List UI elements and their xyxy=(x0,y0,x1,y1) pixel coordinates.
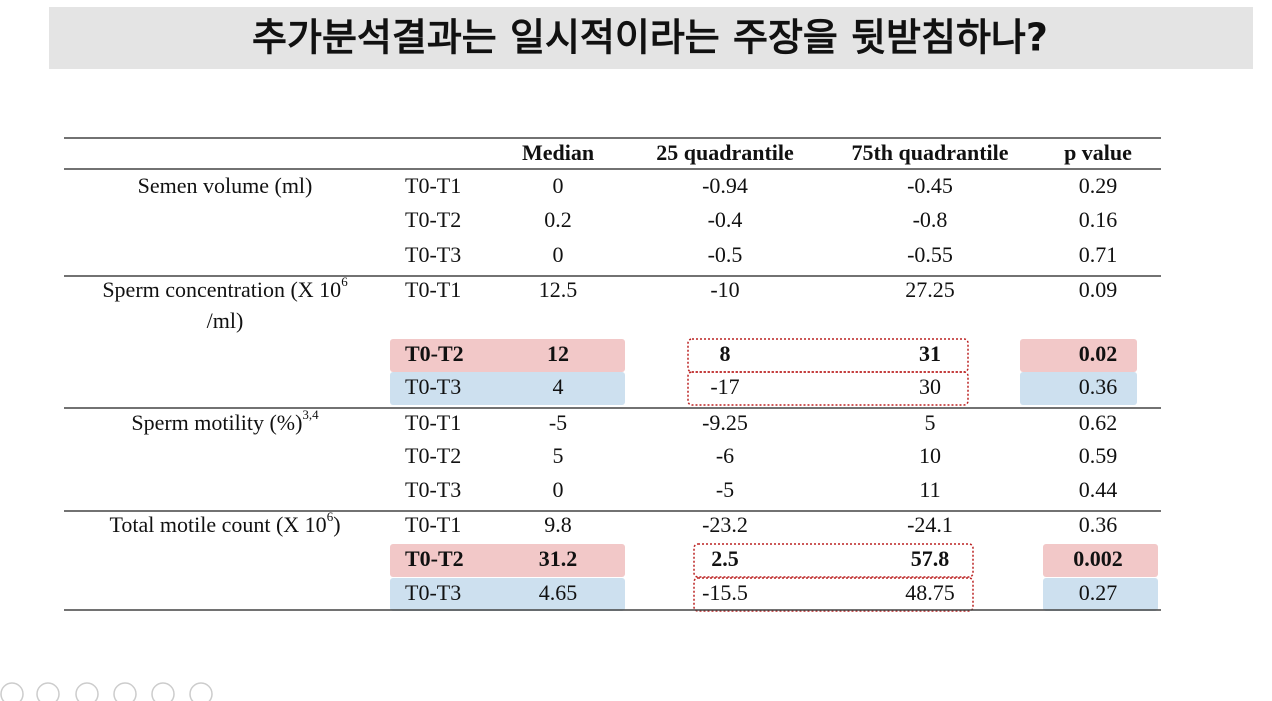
p-cell: 0.59 xyxy=(1079,443,1118,468)
p-highlight xyxy=(1043,544,1158,577)
q25-cell: -0.5 xyxy=(708,242,743,267)
group-label-text: Sperm concentration (X 10 xyxy=(102,277,341,302)
q25-cell: -6 xyxy=(716,443,734,468)
interval: T0-T1 xyxy=(405,173,461,198)
p-highlight xyxy=(1043,578,1158,611)
interval: T0-T2 xyxy=(405,207,461,232)
interval: T0-T3 xyxy=(405,580,461,605)
superscript: 6 xyxy=(327,509,334,524)
median-cell: 4 xyxy=(553,374,564,399)
q25-cell: -15.5 xyxy=(702,580,748,605)
p-cell: 0.62 xyxy=(1079,410,1118,435)
toolbar xyxy=(0,682,213,701)
median-cell: 0 xyxy=(553,242,564,267)
median-cell: 0 xyxy=(553,173,564,198)
interval: T0-T2 xyxy=(405,341,464,366)
group-label-text: Total motile count (X 10 xyxy=(109,512,326,537)
superscript: 3,4 xyxy=(302,407,319,422)
q25-cell: -0.4 xyxy=(708,207,743,232)
q25-cell: -17 xyxy=(710,374,739,399)
p-cell: 0.44 xyxy=(1079,477,1118,502)
more-icon[interactable] xyxy=(189,682,213,701)
q25-cell: -5 xyxy=(716,477,734,502)
median-cell: 12.5 xyxy=(539,277,578,302)
group-label-end: /ml) xyxy=(207,308,244,333)
p-cell: 0.36 xyxy=(1079,512,1118,537)
q75-cell: -0.45 xyxy=(907,173,953,198)
median-cell: -5 xyxy=(549,410,567,435)
quartile-box xyxy=(693,577,974,612)
interval: T0-T2 xyxy=(405,546,464,571)
p-cell: 0.36 xyxy=(1079,374,1118,399)
quartile-box xyxy=(687,371,969,406)
interval: T0-T2 xyxy=(405,443,461,468)
median-cell: 0 xyxy=(553,477,564,502)
group-label-text: Sperm motility (%) xyxy=(131,410,302,435)
median-cell: 12 xyxy=(547,341,569,366)
column-header: 75th quadrantile xyxy=(851,140,1008,165)
row-highlight xyxy=(390,339,625,372)
q75-cell: -0.8 xyxy=(913,207,948,232)
group-label-end: ) xyxy=(333,512,340,537)
superscript: 6 xyxy=(341,274,348,289)
p-highlight xyxy=(1020,339,1137,372)
group-label: Semen volume (ml) xyxy=(138,173,313,198)
title-bar xyxy=(49,7,1253,69)
next-icon[interactable] xyxy=(36,682,60,701)
p-cell: 0.29 xyxy=(1079,173,1118,198)
q25-cell: -9.25 xyxy=(702,410,748,435)
column-header: Median xyxy=(522,140,594,165)
group-label: Total motile count (X 106) xyxy=(109,509,340,537)
q75-cell: 11 xyxy=(919,477,940,502)
q75-cell: 57.8 xyxy=(911,546,950,571)
interval: T0-T1 xyxy=(405,512,461,537)
group-label: Sperm concentration (X 106 xyxy=(102,274,348,302)
quartile-box xyxy=(693,543,974,578)
q75-cell: 27.25 xyxy=(905,277,955,302)
p-cell: 0.71 xyxy=(1079,242,1118,267)
group-label-text: Semen volume (ml) xyxy=(138,173,313,198)
q25-cell: -10 xyxy=(710,277,739,302)
median-cell: 0.2 xyxy=(544,207,572,232)
median-cell: 9.8 xyxy=(544,512,572,537)
slides-icon[interactable] xyxy=(113,682,137,701)
q75-cell: 5 xyxy=(925,410,936,435)
group-label: Sperm motility (%)3,4 xyxy=(131,407,319,435)
p-cell: 0.27 xyxy=(1079,580,1118,605)
q25-cell: 8 xyxy=(720,341,731,366)
median-cell: 5 xyxy=(553,443,564,468)
slide-title: 추가분석결과는 일시적이라는 주장을 뒷받침하나? xyxy=(252,16,1048,60)
q75-cell: 48.75 xyxy=(905,580,955,605)
q75-cell: 30 xyxy=(919,374,941,399)
interval: T0-T1 xyxy=(405,410,461,435)
median-cell: 4.65 xyxy=(539,580,578,605)
interval: T0-T3 xyxy=(405,477,461,502)
q75-cell: 10 xyxy=(919,443,941,468)
pen-icon[interactable] xyxy=(75,682,99,701)
row-highlight xyxy=(390,372,625,405)
median-cell: 31.2 xyxy=(539,546,578,571)
q75-cell: 31 xyxy=(919,341,941,366)
q75-cell: -0.55 xyxy=(907,242,953,267)
p-cell: 0.16 xyxy=(1079,207,1118,232)
p-cell: 0.02 xyxy=(1079,341,1118,366)
zoom-icon[interactable] xyxy=(151,682,175,701)
interval: T0-T3 xyxy=(405,374,461,399)
q75-cell: -24.1 xyxy=(907,512,953,537)
q25-cell: -23.2 xyxy=(702,512,748,537)
q25-cell: -0.94 xyxy=(702,173,748,198)
p-cell: 0.002 xyxy=(1073,546,1123,571)
p-cell: 0.09 xyxy=(1079,277,1118,302)
column-header: 25 quadrantile xyxy=(656,140,794,165)
prev-icon[interactable] xyxy=(0,682,24,701)
p-highlight xyxy=(1020,372,1137,405)
row-highlight xyxy=(390,578,625,611)
interval: T0-T3 xyxy=(405,242,461,267)
row-highlight xyxy=(390,544,625,577)
column-header: p value xyxy=(1064,140,1132,165)
interval: T0-T1 xyxy=(405,277,461,302)
q25-cell: 2.5 xyxy=(711,546,739,571)
